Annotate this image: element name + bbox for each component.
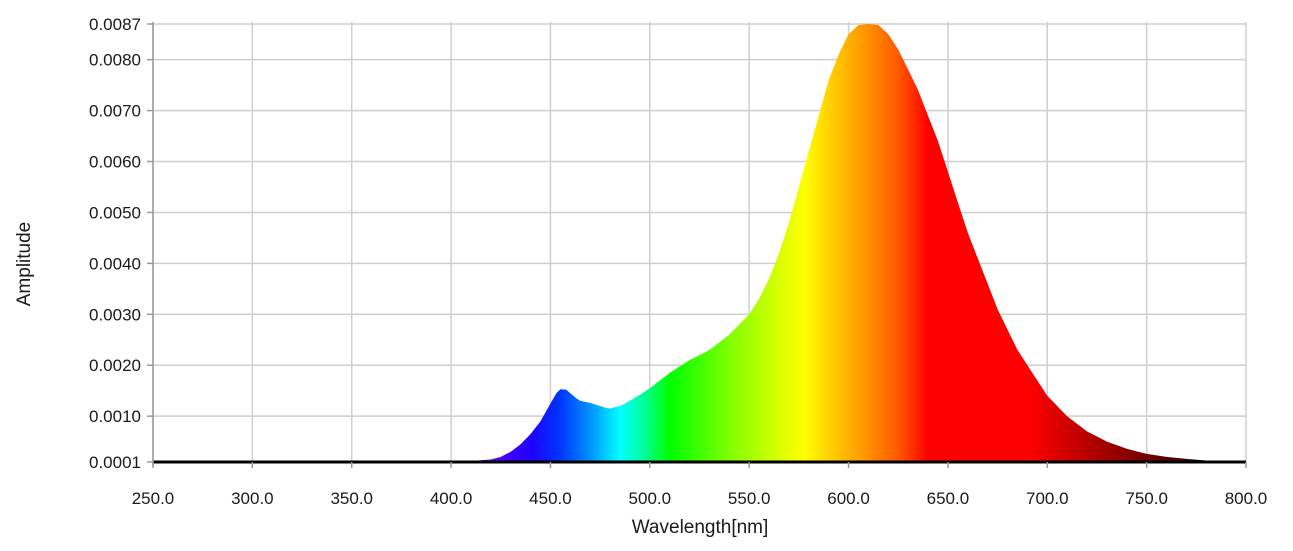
y-axis-title: Amplitude <box>14 222 35 307</box>
y-tick-label-9: 0.0087 <box>89 15 141 34</box>
x-tick-label-9: 700.0 <box>1026 489 1069 508</box>
x-tick-label-8: 650.0 <box>927 489 970 508</box>
area-layer <box>153 24 1246 464</box>
x-tick-label-11: 800.0 <box>1225 489 1268 508</box>
x-tick-label-7: 600.0 <box>827 489 870 508</box>
x-tick-label-1: 300.0 <box>231 489 274 508</box>
x-axis-title: Wavelength[nm] <box>632 517 769 538</box>
y-tick-label-1: 0.0010 <box>89 407 141 426</box>
y-tick-label-8: 0.0080 <box>89 51 141 70</box>
x-tick-label-3: 400.0 <box>430 489 473 508</box>
x-tick-label-2: 350.0 <box>330 489 373 508</box>
y-tick-label-3: 0.0030 <box>89 305 141 324</box>
x-tick-label-10: 750.0 <box>1125 489 1168 508</box>
y-tick-label-6: 0.0060 <box>89 153 141 172</box>
x-tick-label-5: 500.0 <box>629 489 672 508</box>
y-tick-label-0: 0.0001 <box>89 453 141 472</box>
y-tick-label-7: 0.0070 <box>89 102 141 121</box>
y-tick-labels: 0.0001 0.0010 0.0020 0.0030 0.0040 0.0050 0.00… <box>89 15 141 472</box>
x-tick-labels: 250.0 300.0 350.0 400.0 450.0 500.0 550.0 600.0… <box>132 489 1268 508</box>
y-tick-label-2: 0.0020 <box>89 356 141 375</box>
x-tick-label-6: 550.0 <box>728 489 771 508</box>
x-tick-label-0: 250.0 <box>132 489 175 508</box>
x-tick-label-4: 450.0 <box>529 489 572 508</box>
y-tick-label-4: 0.0040 <box>89 254 141 273</box>
spectrum-area-0 <box>153 24 1246 462</box>
axis-layer <box>147 22 1247 468</box>
y-tick-label-5: 0.0050 <box>89 203 141 222</box>
